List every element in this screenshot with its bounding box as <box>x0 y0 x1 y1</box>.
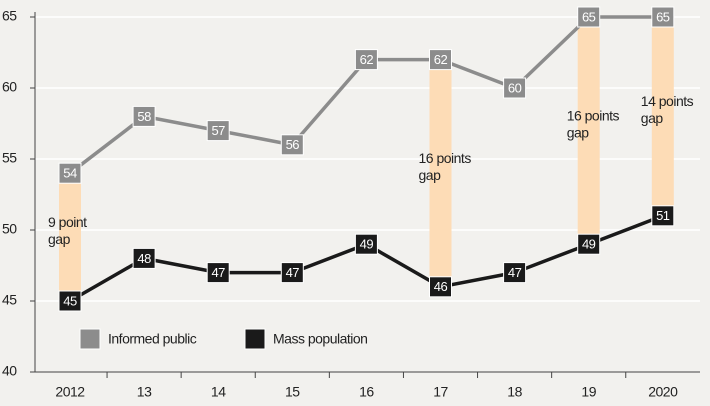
data-label: 49 <box>582 237 596 252</box>
marker <box>429 49 452 71</box>
x-tick-label: 18 <box>507 384 522 400</box>
annotation: 16 points <box>567 107 620 123</box>
data-label: 62 <box>434 52 448 67</box>
legend-label: Mass population <box>273 331 367 347</box>
data-label: 62 <box>360 52 374 67</box>
legend-swatch <box>79 328 101 350</box>
y-tick-label: 65 <box>2 8 17 24</box>
x-tick-label: 14 <box>211 384 226 400</box>
gap-bar <box>429 59 452 287</box>
marker <box>58 162 82 184</box>
data-label: 47 <box>286 265 300 280</box>
data-label: 65 <box>582 9 596 24</box>
marker <box>577 233 601 255</box>
marker <box>58 290 82 312</box>
data-label: 47 <box>211 265 225 280</box>
data-label: 49 <box>360 237 374 252</box>
data-label: 51 <box>656 208 670 223</box>
y-tick-label: 45 <box>2 292 17 308</box>
series-line <box>68 15 663 175</box>
data-label: 57 <box>211 123 225 138</box>
gap-bar <box>577 17 600 245</box>
gap-bar <box>59 173 81 301</box>
annotation: gap <box>419 167 442 183</box>
data-label: 45 <box>63 293 77 308</box>
annotation: gap <box>641 110 664 126</box>
marker <box>206 262 230 284</box>
data-label: 46 <box>434 279 448 294</box>
gap-bar <box>651 17 674 216</box>
annotation: 9 point <box>48 214 87 230</box>
y-tick-label: 50 <box>2 221 17 237</box>
data-label: 60 <box>508 80 522 95</box>
x-tick-label: 17 <box>433 384 448 400</box>
y-tick-label: 55 <box>2 150 17 166</box>
marker <box>651 205 675 227</box>
data-label: 56 <box>286 137 300 152</box>
marker <box>280 262 304 284</box>
annotation: 14 points <box>641 93 694 109</box>
x-tick-label: 19 <box>581 384 596 400</box>
data-label: 48 <box>137 251 151 266</box>
legend-swatch <box>244 328 266 350</box>
x-tick-label: 16 <box>359 384 374 400</box>
marker <box>429 276 452 298</box>
x-tick-label: 13 <box>137 384 152 400</box>
x-tick-label: 15 <box>285 384 300 400</box>
data-label: 54 <box>63 166 77 181</box>
x-tick-label: 2012 <box>55 384 85 400</box>
annotation: 16 points <box>419 150 472 166</box>
marker <box>503 262 527 284</box>
data-label: 47 <box>508 265 522 280</box>
y-tick-label: 60 <box>2 79 17 95</box>
marker <box>280 134 304 156</box>
marker <box>132 105 156 127</box>
marker <box>503 77 527 99</box>
marker <box>354 233 378 255</box>
series-line <box>69 214 664 303</box>
marker <box>354 49 378 71</box>
marker <box>577 6 601 28</box>
y-tick-label: 40 <box>2 363 17 379</box>
marker <box>132 247 156 269</box>
marker <box>206 120 230 142</box>
annotation: gap <box>567 124 590 140</box>
x-tick-label: 2020 <box>648 384 678 400</box>
data-label: 58 <box>137 109 151 124</box>
annotation: gap <box>48 231 71 247</box>
legend-label: Informed public <box>108 331 197 347</box>
marker <box>651 6 675 28</box>
data-label: 65 <box>656 9 670 24</box>
